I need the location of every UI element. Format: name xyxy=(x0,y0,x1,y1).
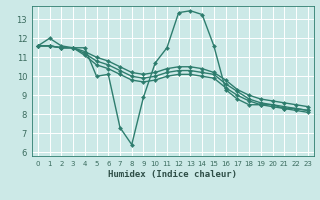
X-axis label: Humidex (Indice chaleur): Humidex (Indice chaleur) xyxy=(108,170,237,179)
